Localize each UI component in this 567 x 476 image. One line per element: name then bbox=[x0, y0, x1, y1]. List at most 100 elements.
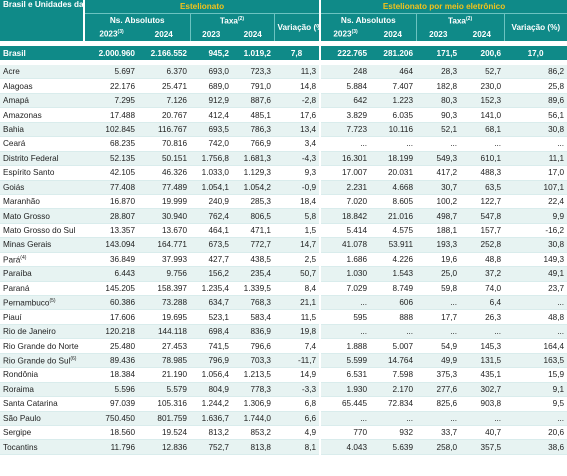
ele-abs-2023: 642 bbox=[320, 93, 371, 109]
estelionato-table: Brasil e Unidades da Federação Esteliona… bbox=[0, 0, 567, 455]
ele-taxa-2023: 54,9 bbox=[416, 338, 461, 354]
table-row: Rio Grande do Sul(6) 89.436 78.985 796,9 703… bbox=[0, 353, 567, 369]
est-abs-2023: 22.176 bbox=[84, 78, 138, 94]
est-abs-2024: 77.489 bbox=[138, 180, 190, 195]
est-abs-2023: 36.849 bbox=[84, 252, 138, 268]
ele-abs-2023: 7.020 bbox=[320, 194, 371, 210]
ele-abs-2024: 2.170 bbox=[370, 382, 417, 398]
est-abs-2023: 28.807 bbox=[84, 208, 138, 224]
ele-abs-2024: 1.543 bbox=[370, 266, 417, 282]
est-taxa-2023: 742,0 bbox=[190, 136, 232, 152]
ele-abs-2023: 3.829 bbox=[320, 107, 371, 123]
ele-abs-2024: 5.007 bbox=[370, 338, 417, 354]
est-taxa-2024: 235,4 bbox=[232, 266, 274, 282]
ele-abs-2023: 5.884 bbox=[320, 78, 371, 94]
row-name: Paraíba bbox=[0, 266, 84, 282]
year-2023-header: 2023(3) bbox=[84, 27, 138, 41]
table-row: Sergipe 18.560 19.524 813,2 853,2 4,9 770 932 33… bbox=[0, 425, 567, 441]
est-taxa-2024: 772,7 bbox=[232, 237, 274, 253]
est-abs-2023: 97.039 bbox=[84, 396, 138, 412]
subheader-taxa: Taxa(2) bbox=[189, 13, 274, 27]
est-abs-2024: 37.993 bbox=[138, 252, 190, 268]
ele-taxa-2023: 498,7 bbox=[416, 208, 461, 224]
ele-abs-2024: 4.668 bbox=[370, 180, 417, 195]
est-abs-2024: 801.759 bbox=[138, 411, 190, 426]
ele-abs-2023: 222.765 bbox=[320, 46, 371, 60]
ele-taxa-2024: 488,3 bbox=[460, 165, 505, 181]
est-taxa-2024: 723,3 bbox=[232, 65, 274, 80]
ele-taxa-2023: ... bbox=[416, 295, 461, 311]
table-row: Ceará 68.235 70.816 742,0 766,9 3,4..........… bbox=[0, 136, 567, 152]
table-row: Paraná 145.205 158.397 1.235,4 1.339,5 8,4 7.0… bbox=[0, 281, 567, 297]
row-name: Rondônia bbox=[0, 367, 84, 383]
est-abs-2024: 73.288 bbox=[138, 295, 190, 311]
table-row: Tocantins 11.796 12.836 752,7 813,8 8,1 4.043 5… bbox=[0, 439, 567, 455]
table-row: Amazonas 17.488 20.767 412,4 485,1 17,6 3.829 6… bbox=[0, 107, 567, 123]
row-name: Distrito Federal bbox=[0, 151, 84, 167]
ele-taxa-2023: 90,3 bbox=[416, 107, 461, 123]
est-variacao: 13,4 bbox=[274, 122, 322, 138]
ele-abs-2023: 770 bbox=[320, 425, 371, 441]
est-abs-2024: 70.816 bbox=[138, 136, 190, 152]
est-abs-2024: 164.771 bbox=[138, 237, 190, 253]
ele-taxa-2023: 28,3 bbox=[416, 65, 461, 80]
ele-taxa-2024: 131,5 bbox=[460, 353, 505, 369]
row-name: Pernambuco(5) bbox=[0, 295, 84, 311]
ele-abs-2024: 53.911 bbox=[370, 237, 417, 253]
year-2023-header: 2023 bbox=[415, 27, 461, 41]
est-abs-2024: 46.326 bbox=[138, 165, 190, 181]
row-header-label: Brasil e Unidades da Federação bbox=[0, 0, 85, 41]
ele-abs-2024: 14.764 bbox=[370, 353, 417, 369]
row-name: Brasil bbox=[0, 46, 84, 60]
ele-taxa-2023: 171,5 bbox=[416, 46, 461, 60]
est-abs-2023: 11.796 bbox=[84, 439, 138, 455]
row-name: Goiás bbox=[0, 180, 84, 195]
ele-abs-2023: 1.030 bbox=[320, 266, 371, 282]
ele-abs-2023: 41.078 bbox=[320, 237, 371, 253]
est-abs-2023: 18.560 bbox=[84, 425, 138, 441]
est-variacao: 5,8 bbox=[274, 208, 322, 224]
ele-abs-2024: 72.834 bbox=[370, 396, 417, 412]
ele-variacao: 9,1 bbox=[504, 382, 567, 398]
est-variacao: -0,9 bbox=[274, 180, 322, 195]
est-abs-2024: 19.999 bbox=[138, 194, 190, 210]
est-taxa-2023: 240,9 bbox=[190, 194, 232, 210]
est-taxa-2024: 285,3 bbox=[232, 194, 274, 210]
est-abs-2024: 50.151 bbox=[138, 151, 190, 167]
est-variacao: 14,8 bbox=[274, 78, 322, 94]
year-2024-header: 2024 bbox=[138, 27, 190, 41]
ele-abs-2023: 17.007 bbox=[320, 165, 371, 181]
row-name: Pará(4) bbox=[0, 252, 84, 268]
est-abs-2023: 5.596 bbox=[84, 382, 138, 398]
ele-variacao: 17,0 bbox=[504, 165, 567, 181]
est-abs-2023: 145.205 bbox=[84, 281, 138, 297]
est-abs-2024: 27.453 bbox=[138, 338, 190, 354]
ele-variacao: 15,9 bbox=[504, 367, 567, 383]
est-variacao: -3,3 bbox=[274, 382, 322, 398]
ele-abs-2024: 1.223 bbox=[370, 93, 417, 109]
est-abs-2023: 77.408 bbox=[84, 180, 138, 195]
est-taxa-2023: 698,4 bbox=[190, 324, 232, 340]
ele-abs-2023: 1.686 bbox=[320, 252, 371, 268]
est-abs-2024: 116.767 bbox=[138, 122, 190, 138]
est-taxa-2024: 438,5 bbox=[232, 252, 274, 268]
est-taxa-2023: 673,5 bbox=[190, 237, 232, 253]
ele-abs-2023: 65.445 bbox=[320, 396, 371, 412]
row-name: Espírito Santo bbox=[0, 165, 84, 181]
ele-abs-2023: ... bbox=[320, 324, 371, 340]
est-abs-2023: 25.480 bbox=[84, 338, 138, 354]
ele-variacao: 17,0 bbox=[504, 46, 567, 60]
ele-taxa-2023: ... bbox=[416, 324, 461, 340]
est-abs-2023: 102.845 bbox=[84, 122, 138, 138]
ele-taxa-2023: 33,7 bbox=[416, 425, 461, 441]
row-name: Ceará bbox=[0, 136, 84, 152]
est-taxa-2023: 1.033,0 bbox=[190, 165, 232, 181]
ele-abs-2023: 595 bbox=[320, 309, 371, 325]
ele-taxa-2023: 825,6 bbox=[416, 396, 461, 412]
table-row: Espírito Santo 42.105 46.326 1.033,0 1.129,3… bbox=[0, 165, 567, 181]
est-abs-2023: 120.218 bbox=[84, 324, 138, 340]
ele-taxa-2024: 610,1 bbox=[460, 151, 505, 167]
est-taxa-2024: 887,6 bbox=[232, 93, 274, 109]
ele-taxa-2024: 200,6 bbox=[460, 46, 505, 60]
table-row: Bahia 102.845 116.767 693,5 786,3 13,4 7.723 10… bbox=[0, 122, 567, 138]
